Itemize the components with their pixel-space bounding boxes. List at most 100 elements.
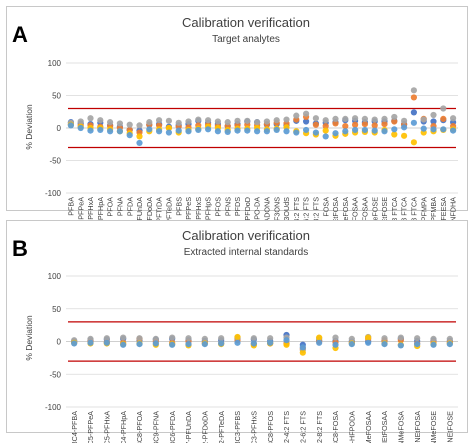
data-point bbox=[381, 115, 388, 122]
data-point bbox=[391, 126, 398, 133]
data-point bbox=[77, 118, 84, 125]
data-point bbox=[234, 127, 241, 134]
data-point bbox=[381, 335, 388, 342]
data-point bbox=[156, 117, 163, 124]
data-point bbox=[381, 121, 388, 128]
data-point bbox=[332, 130, 339, 137]
data-point bbox=[440, 115, 447, 122]
data-point bbox=[410, 94, 417, 101]
data-point bbox=[152, 335, 159, 342]
data-point bbox=[103, 335, 110, 342]
data-point bbox=[136, 335, 143, 342]
data-point bbox=[293, 112, 300, 119]
x-tick-label: PFDS bbox=[233, 197, 242, 216]
x-tick-label: PFOS bbox=[214, 197, 223, 217]
data-point bbox=[381, 128, 388, 135]
data-point bbox=[391, 118, 398, 125]
data-point bbox=[87, 127, 94, 134]
x-tick-label: PFHxS bbox=[194, 197, 203, 220]
data-point bbox=[365, 334, 372, 341]
data-point bbox=[126, 121, 133, 128]
x-tick-label: PFDoDA bbox=[145, 197, 154, 226]
data-point bbox=[146, 126, 153, 133]
data-point bbox=[312, 121, 319, 128]
data-point bbox=[342, 128, 349, 135]
data-point bbox=[224, 119, 231, 126]
x-tick-label: PFTeDA bbox=[165, 197, 174, 224]
data-point bbox=[430, 111, 437, 119]
data-point bbox=[303, 118, 310, 125]
x-tick-label: 7:3 FTCA bbox=[410, 197, 419, 228]
data-point bbox=[430, 341, 437, 348]
x-tick-label: NEtFOSA bbox=[331, 197, 340, 229]
data-point bbox=[332, 341, 339, 348]
data-point bbox=[185, 335, 192, 342]
x-tick-label: PFDA bbox=[125, 197, 134, 216]
data-point bbox=[316, 339, 323, 346]
data-point bbox=[165, 117, 172, 124]
data-point bbox=[263, 128, 270, 135]
data-point bbox=[136, 341, 143, 348]
data-point bbox=[371, 127, 378, 134]
data-point bbox=[332, 120, 339, 127]
data-point bbox=[97, 117, 104, 124]
y-tick-label: -100 bbox=[45, 403, 62, 412]
x-tick-label: d3-NMeFOSAA bbox=[364, 411, 373, 443]
data-point bbox=[254, 128, 261, 135]
data-point bbox=[244, 117, 251, 124]
panel-a-y-axis-label: % Deviation bbox=[24, 104, 34, 150]
x-tick-label: ADONA bbox=[263, 197, 272, 223]
data-point bbox=[342, 115, 349, 122]
x-tick-label: 13C8-FOSA bbox=[331, 411, 340, 443]
data-point bbox=[87, 339, 94, 346]
data-point bbox=[361, 115, 368, 122]
panel-b-frame bbox=[6, 220, 468, 433]
y-tick-label: 100 bbox=[48, 59, 62, 68]
x-tick-label: PFNS bbox=[223, 197, 232, 216]
data-point bbox=[446, 335, 453, 342]
data-point bbox=[283, 337, 290, 344]
data-point bbox=[234, 333, 241, 341]
data-point bbox=[450, 115, 457, 122]
data-point bbox=[397, 334, 404, 341]
data-point bbox=[169, 341, 176, 348]
data-point bbox=[214, 118, 221, 125]
x-tick-label: PFTrDA bbox=[155, 197, 164, 223]
data-point bbox=[103, 339, 110, 346]
data-point bbox=[430, 335, 437, 342]
data-point bbox=[175, 119, 182, 126]
data-point bbox=[303, 126, 310, 134]
y-tick-label: -50 bbox=[49, 157, 61, 166]
data-point bbox=[342, 122, 349, 130]
x-tick-label: PFMBA bbox=[429, 197, 438, 222]
data-point bbox=[322, 122, 329, 130]
data-point bbox=[195, 126, 202, 134]
x-tick-label: d7-NMeFOSE bbox=[429, 411, 438, 443]
x-tick-label: 13C5-PFPeA bbox=[86, 411, 95, 443]
data-point bbox=[152, 340, 159, 347]
x-tick-label: 3:3 FTCA bbox=[390, 197, 399, 228]
x-tick-label: PFHpS bbox=[204, 197, 213, 220]
x-tick-label: 13C8-PFOS bbox=[266, 411, 275, 443]
x-tick-label: 5:3 FTCA bbox=[400, 197, 409, 228]
x-tick-label: PFDoD bbox=[243, 197, 252, 221]
data-point bbox=[352, 121, 359, 128]
data-point bbox=[185, 118, 192, 125]
data-point bbox=[283, 128, 290, 135]
data-point bbox=[365, 339, 372, 346]
data-point bbox=[361, 121, 368, 128]
data-point bbox=[218, 340, 225, 347]
data-point bbox=[120, 341, 127, 348]
data-point bbox=[332, 115, 339, 122]
x-tick-label: NEtFOSE bbox=[380, 197, 389, 229]
panel-b: B Calibration verification Extracted int… bbox=[6, 220, 468, 443]
y-tick-label: 0 bbox=[57, 338, 62, 347]
data-point bbox=[136, 139, 143, 147]
data-point bbox=[312, 129, 319, 136]
data-point bbox=[165, 124, 172, 132]
x-tick-label: NEtFOSAA bbox=[351, 197, 360, 234]
panel-a-plot-area: 100 50 0 -50 -100 PFBA PFPeA PFHxA PFHpA PFOA PFNA… bbox=[45, 59, 458, 244]
data-point bbox=[283, 341, 290, 348]
data-point bbox=[214, 128, 221, 135]
data-point bbox=[430, 118, 437, 125]
